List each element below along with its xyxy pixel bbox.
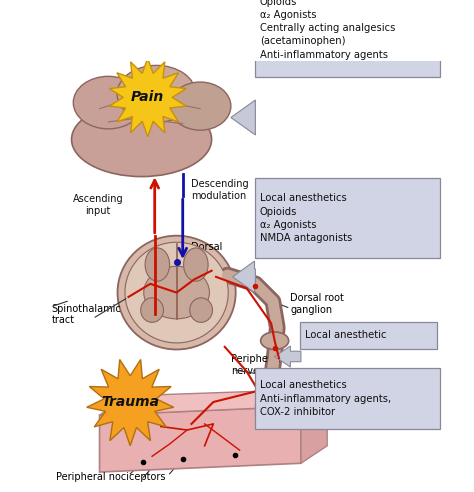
Text: Pain: Pain bbox=[131, 91, 164, 104]
Polygon shape bbox=[301, 389, 327, 463]
Ellipse shape bbox=[125, 242, 228, 343]
FancyArrow shape bbox=[233, 261, 255, 293]
Ellipse shape bbox=[73, 76, 143, 129]
Text: Spinothalamic
tract: Spinothalamic tract bbox=[51, 304, 121, 325]
Text: Opioids
α₂ Agonists
Centrally acting analgesics
(acetaminophen)
Anti-inflammator: Opioids α₂ Agonists Centrally acting ana… bbox=[260, 0, 395, 60]
Ellipse shape bbox=[145, 248, 170, 281]
FancyArrow shape bbox=[274, 346, 301, 367]
FancyBboxPatch shape bbox=[255, 368, 440, 429]
Text: Dorsal root
ganglion: Dorsal root ganglion bbox=[291, 293, 344, 315]
Ellipse shape bbox=[118, 236, 236, 349]
FancyArrow shape bbox=[231, 100, 255, 135]
Text: Local anesthetics
Opioids
α₂ Agonists
NMDA antagonists: Local anesthetics Opioids α₂ Agonists NM… bbox=[260, 193, 352, 243]
Ellipse shape bbox=[72, 102, 211, 177]
Text: Descending
modulation: Descending modulation bbox=[191, 180, 249, 201]
Ellipse shape bbox=[183, 248, 208, 281]
Polygon shape bbox=[100, 389, 327, 415]
Ellipse shape bbox=[261, 332, 289, 349]
Text: Dorsal
horn: Dorsal horn bbox=[191, 243, 223, 264]
Polygon shape bbox=[109, 58, 186, 137]
Ellipse shape bbox=[117, 65, 196, 123]
FancyBboxPatch shape bbox=[300, 322, 438, 349]
FancyBboxPatch shape bbox=[255, 178, 440, 258]
FancyArrow shape bbox=[255, 398, 327, 424]
Text: Trauma: Trauma bbox=[101, 395, 159, 409]
Ellipse shape bbox=[170, 82, 231, 130]
Text: Peripheral nociceptors: Peripheral nociceptors bbox=[56, 472, 165, 482]
Ellipse shape bbox=[141, 298, 164, 322]
Ellipse shape bbox=[128, 153, 155, 175]
Text: Ascending
input: Ascending input bbox=[73, 194, 123, 216]
Text: Peripheral
nerve: Peripheral nerve bbox=[231, 354, 281, 376]
Text: Local anesthetic: Local anesthetic bbox=[305, 331, 387, 340]
Ellipse shape bbox=[190, 298, 212, 322]
FancyBboxPatch shape bbox=[255, 0, 440, 77]
Text: Local anesthetics
Anti-inflammatory agents,
COX-2 inhibitor: Local anesthetics Anti-inflammatory agen… bbox=[260, 380, 391, 417]
Polygon shape bbox=[100, 406, 301, 472]
Ellipse shape bbox=[144, 266, 210, 319]
Polygon shape bbox=[87, 360, 173, 446]
